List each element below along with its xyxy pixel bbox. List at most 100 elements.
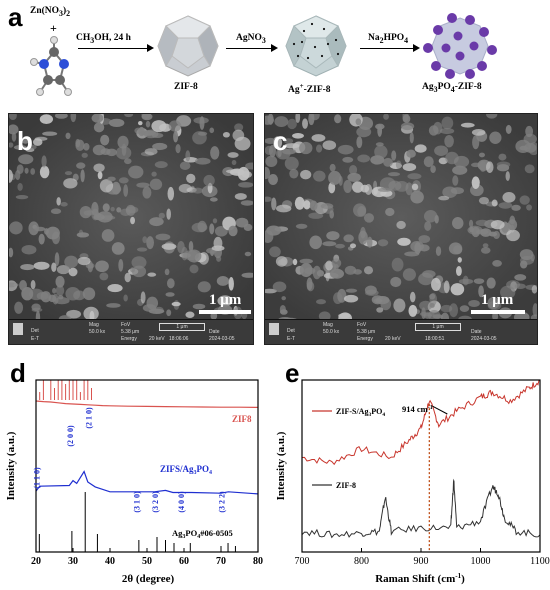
sem-particle	[295, 223, 308, 229]
sem-particle	[445, 151, 459, 165]
sem-particle	[152, 142, 168, 151]
sem-particle	[387, 172, 401, 177]
sem-particle	[93, 163, 105, 173]
xrd-xtick-label: 50	[142, 556, 152, 567]
sem-particle	[14, 301, 24, 314]
sem-particle	[435, 246, 442, 257]
sem-particle	[166, 278, 175, 289]
sem-particle	[397, 237, 411, 246]
sem-particle	[123, 184, 129, 197]
sem-particle	[161, 243, 177, 250]
xrd-peak-label: (3 1 0)	[133, 491, 142, 513]
sem-particle	[283, 138, 294, 144]
sem-particle	[54, 252, 60, 266]
scale-label-b: 1 μm	[209, 292, 242, 308]
sem-particle	[441, 116, 454, 130]
sem-particle	[9, 114, 17, 120]
sem-particle	[211, 245, 225, 251]
sem-particle	[394, 180, 409, 192]
sem-particle	[9, 282, 19, 288]
sem-particle	[194, 157, 211, 165]
ag-zif8-crystal-icon	[285, 15, 347, 77]
sem-particle	[97, 171, 103, 180]
sem-particle	[471, 176, 480, 189]
sem-particle	[300, 169, 312, 180]
sem-particle	[468, 299, 480, 307]
sem-particle	[379, 177, 396, 191]
reaction-arrow-3	[360, 44, 420, 52]
sem-particle	[430, 277, 441, 292]
sem-particle	[149, 217, 164, 227]
sem-particle	[166, 208, 171, 220]
sem-particle	[506, 280, 521, 290]
sem-particle	[30, 168, 36, 175]
sem-particle	[209, 197, 218, 202]
sem-particle	[458, 315, 472, 320]
sem-particle	[178, 183, 192, 193]
sem-particle	[203, 174, 215, 187]
sem-particle	[76, 162, 86, 169]
sem-particle	[141, 114, 151, 120]
sem-particle	[124, 158, 132, 165]
sem-particle	[374, 145, 388, 159]
sem-particle	[197, 281, 211, 293]
sem-particle	[41, 155, 47, 168]
sem-particle	[292, 133, 304, 139]
sem-particle	[238, 181, 253, 188]
sem-particle	[275, 256, 288, 267]
sem-particle	[165, 292, 175, 297]
sem-particle	[357, 206, 367, 217]
sem-particle	[414, 144, 427, 153]
sem-particle	[145, 120, 151, 128]
sem-particle	[158, 212, 165, 219]
sem-particle	[309, 235, 322, 250]
sem-particle	[343, 234, 354, 243]
sem-particle	[311, 134, 326, 142]
sem-particle	[402, 114, 409, 122]
sem-particle	[440, 304, 453, 313]
sem-particle	[39, 114, 54, 125]
sem-particle	[58, 294, 64, 300]
xrd-xtick-label: 60	[179, 556, 189, 567]
sem-particle	[306, 277, 313, 291]
sem-particle	[130, 216, 136, 225]
sem-particle	[245, 162, 253, 170]
sem-particle	[292, 258, 298, 266]
sem-particle	[373, 187, 378, 195]
sem-particle	[485, 161, 494, 173]
sem-particle	[469, 226, 474, 233]
sem-particle	[383, 157, 393, 167]
sem-particle	[329, 163, 336, 172]
sem-particle	[44, 228, 49, 235]
xrd-label-zif8: ZIF8	[232, 414, 252, 424]
sem-particle	[462, 275, 469, 286]
sem-particle	[411, 183, 419, 191]
sem-particle	[338, 175, 343, 186]
sem-particle	[82, 287, 96, 301]
xrd-peak-label: (1 1 0)	[33, 467, 42, 489]
sem-particle	[80, 169, 85, 183]
sem-particle	[66, 309, 82, 319]
xrd-ylabel: Intensity (a.u.)	[5, 431, 17, 500]
sem-particle	[385, 207, 395, 217]
sem-particle	[68, 267, 78, 277]
sem-particle	[406, 149, 416, 158]
sem-particle	[268, 174, 278, 186]
sem-particle	[173, 130, 179, 143]
sem-particle	[418, 235, 431, 244]
sem-particle	[149, 178, 163, 190]
sem-particle	[15, 195, 29, 200]
sem-particle	[265, 137, 277, 145]
sem-particle	[391, 257, 404, 272]
sem-particle	[482, 243, 489, 248]
reaction-arrow-1	[78, 44, 154, 52]
sem-particle	[55, 285, 65, 296]
sem-particle	[99, 272, 109, 281]
xrd-peak-label: (3 2 0)	[151, 491, 160, 513]
sem-particle	[419, 300, 433, 311]
sem-particle	[226, 169, 243, 174]
xrd-label-composite: ZIFS/Ag3PO4	[160, 464, 212, 476]
sem-particle	[434, 214, 439, 224]
sem-particle	[320, 203, 334, 210]
xrd-chart: Intensity (a.u.) 2θ (degree) 20 30 40 50 60 7…	[5, 379, 263, 585]
